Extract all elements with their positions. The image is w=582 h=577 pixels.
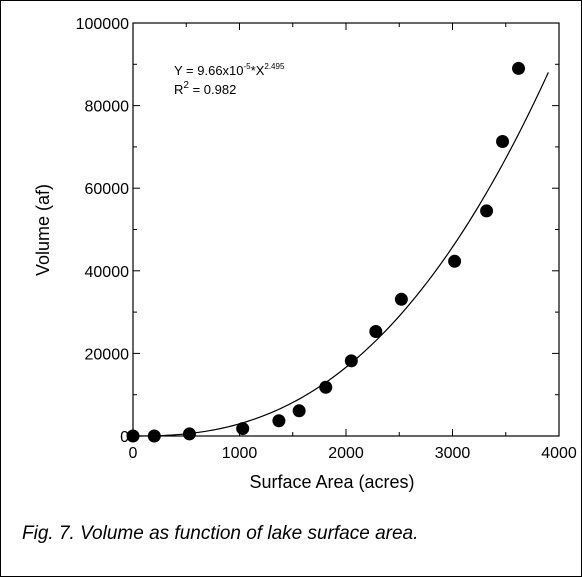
fit-equation-prefix: Y = 9.66x10 — [174, 63, 244, 78]
data-points — [126, 61, 526, 443]
data-point — [448, 254, 462, 268]
data-point — [512, 61, 526, 75]
y-axis-ticks: 0 20000 40000 60000 80000 100000 — [76, 16, 559, 446]
data-point — [480, 204, 494, 218]
y-axis-label: Volume (af) — [33, 184, 53, 276]
fit-equation-exponent-2: 2.495 — [264, 62, 285, 71]
fit-equation-exponent-1: -5 — [244, 62, 252, 71]
data-point — [319, 380, 333, 394]
data-point — [369, 325, 383, 339]
data-point — [126, 429, 140, 443]
y-tick-label: 0 — [120, 429, 129, 446]
data-point — [236, 422, 250, 436]
data-point — [272, 414, 286, 428]
scatter-chart: 0 20000 40000 60000 80000 100000 0 1000 2000 300… — [33, 16, 577, 492]
r-squared-value: = 0.982 — [189, 82, 236, 97]
data-point — [292, 404, 306, 418]
y-tick-label: 40000 — [85, 264, 130, 281]
x-tick-label: 4000 — [541, 445, 577, 462]
data-point — [394, 292, 408, 306]
r-squared-exponent: 2 — [183, 80, 189, 91]
x-axis-label: Surface Area (acres) — [249, 472, 414, 492]
x-tick-label: 3000 — [435, 445, 471, 462]
r-squared: R2 = 0.982 — [174, 80, 236, 97]
y-tick-label: 80000 — [85, 99, 130, 116]
fit-curve — [133, 72, 549, 437]
x-axis-ticks: 0 1000 2000 3000 4000 — [129, 23, 577, 462]
x-tick-label: 0 — [129, 445, 138, 462]
data-point — [182, 427, 196, 441]
y-tick-label: 100000 — [76, 16, 129, 33]
data-point — [147, 429, 161, 443]
fit-equation-middle: *X — [251, 63, 265, 78]
data-point — [344, 354, 358, 368]
figure-caption: Fig. 7. Volume as function of lake surfa… — [22, 523, 419, 544]
r-squared-label: R — [174, 82, 183, 97]
data-point — [496, 135, 510, 149]
y-tick-label: 60000 — [85, 181, 130, 198]
fit-equation: Y = 9.66x10-5*X2.495 — [174, 62, 285, 78]
x-tick-label: 1000 — [222, 445, 258, 462]
x-tick-label: 2000 — [328, 445, 364, 462]
y-tick-label: 20000 — [85, 346, 130, 363]
